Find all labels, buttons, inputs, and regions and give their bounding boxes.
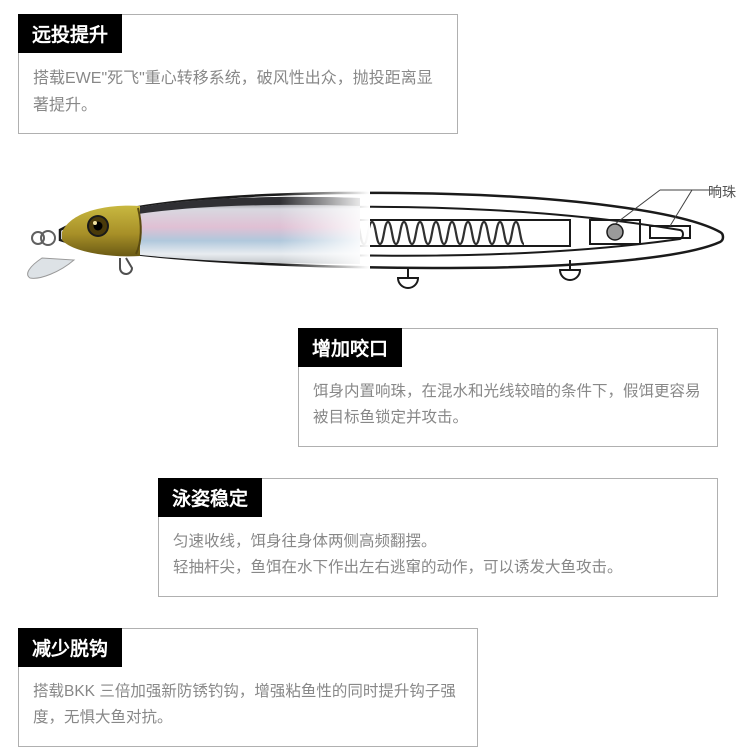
feature-hook-body: 搭载BKK 三倍加强新防锈钓钩，增强粘鱼性的同时提升钩子强度，无惧大鱼对抗。	[19, 667, 477, 746]
feature-casting-title: 远投提升	[18, 14, 122, 53]
callout-rattle-label: 响珠	[708, 182, 736, 202]
feature-swim-body: 匀速收线，饵身往身体两侧高频翻摆。轻抽杆尖，鱼饵在水下作出左右逃窜的动作，可以诱…	[159, 517, 717, 596]
feature-hook-title: 减少脱钩	[18, 628, 122, 667]
lure-colored-body	[28, 190, 370, 278]
front-ring	[32, 231, 55, 245]
feature-swim-title: 泳姿稳定	[158, 478, 262, 517]
feature-bite-body: 饵身内置响珠，在混水和光线较暗的条件下，假饵更容易被目标鱼锁定并攻击。	[299, 367, 717, 446]
feature-hook: 减少脱钩 搭载BKK 三倍加强新防锈钓钩，增强粘鱼性的同时提升钩子强度，无惧大鱼…	[18, 628, 478, 747]
feature-swim: 泳姿稳定 匀速收线，饵身往身体两侧高频翻摆。轻抽杆尖，鱼饵在水下作出左右逃窜的动…	[158, 478, 718, 597]
feature-casting: 远投提升 搭载EWE"死飞"重心转移系统，破风性出众，抛投距离显著提升。	[18, 14, 458, 134]
feature-bite: 增加咬口 饵身内置响珠，在混水和光线较暗的条件下，假饵更容易被目标鱼锁定并攻击。	[298, 328, 718, 447]
feature-bite-title: 增加咬口	[298, 328, 402, 367]
feature-casting-body: 搭载EWE"死飞"重心转移系统，破风性出众，抛投距离显著提升。	[19, 53, 457, 133]
lure-diagram	[0, 160, 750, 320]
